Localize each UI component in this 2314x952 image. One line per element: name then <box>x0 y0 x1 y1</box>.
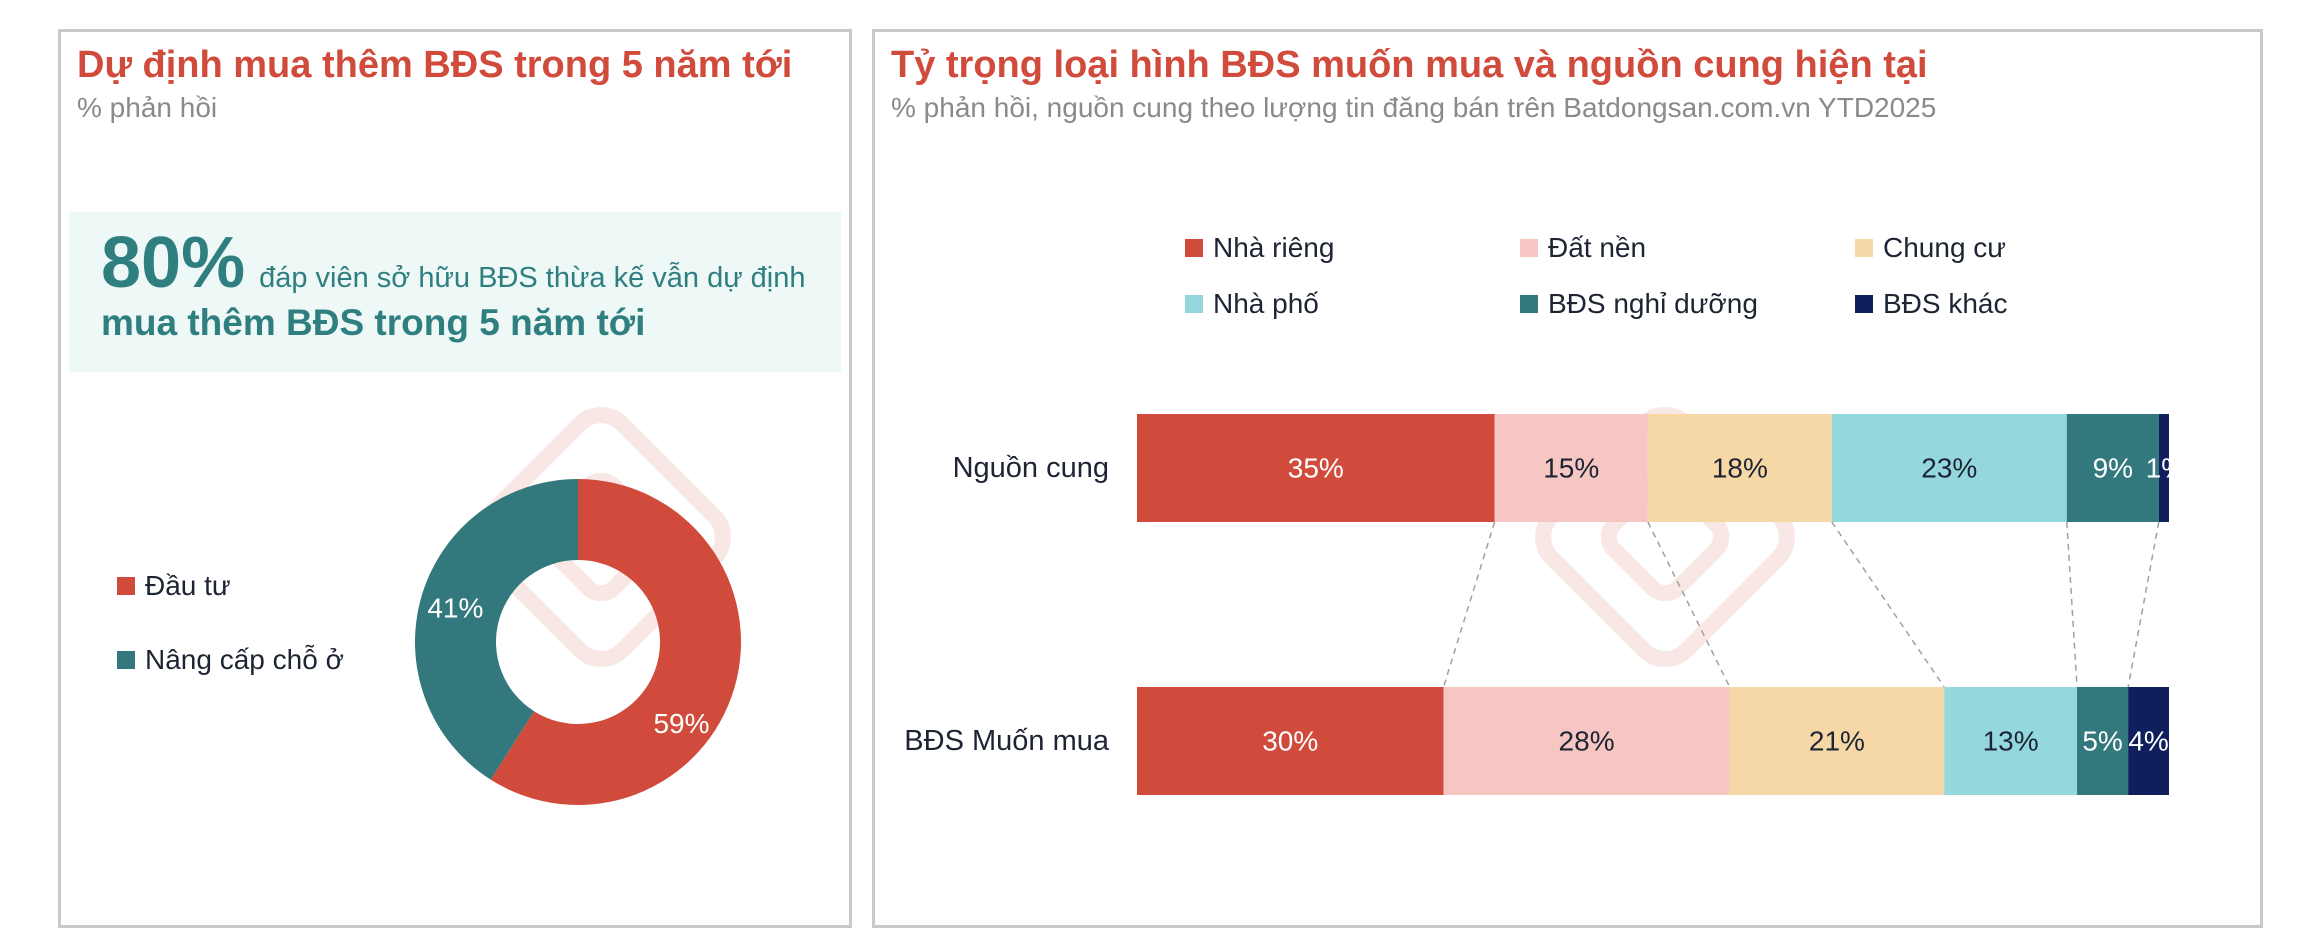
legend-item-chung-cu: Chung cư <box>1855 232 2006 264</box>
connector-line-bds-nghi-duong <box>2127 521 2160 688</box>
stacked-bar-panel: Tỷ trọng loại hình BĐS muốn mua và nguồn… <box>872 29 2263 928</box>
bar-segment-nguon-cung-nha-rieng <box>1137 414 1495 522</box>
chart-title-right: Tỷ trọng loại hình BĐS muốn mua và nguồn… <box>891 44 1928 86</box>
bar-segment-nguon-cung-dat-nen <box>1494 414 1648 522</box>
bar-label-nguon-cung-nha-pho: 23% <box>1921 453 1977 484</box>
legend-swatch <box>1855 295 1873 313</box>
legend-swatch <box>1855 239 1873 257</box>
stacked-bar-chart: Nguồn cung 35% 15% 18% 23% 9% 1% BĐS Muốn mua 30… <box>904 414 2186 795</box>
connector-line-nha-pho <box>2066 521 2078 688</box>
legend-item-nha-pho: Nhà phố <box>1185 288 1319 320</box>
callout-value: 80% <box>101 223 246 303</box>
legend-swatch <box>1185 295 1203 313</box>
legend-label: BĐS khác <box>1883 288 2008 319</box>
bar-segment-bds-muon-mua-chung-cu <box>1729 687 1945 795</box>
bar-label-bds-muon-mua-dat-nen: 28% <box>1559 726 1615 757</box>
chart-subtitle: % phản hồi <box>77 92 218 123</box>
legend-item-nang-cap-cho-o: Nâng cấp chỗ ở <box>117 644 344 676</box>
bar-label-nguon-cung-chung-cu: 18% <box>1712 453 1768 484</box>
legend-label: Đất nền <box>1548 232 1647 263</box>
bar-label-nguon-cung-nha-rieng: 35% <box>1288 453 1344 484</box>
legend-label: Nâng cấp chỗ ở <box>145 644 344 675</box>
legend-label: BĐS nghỉ dưỡng <box>1548 288 1758 319</box>
legend-item-bds-khac: BĐS khác <box>1855 288 2008 320</box>
legend-swatch <box>117 651 135 669</box>
bar-label-bds-muon-mua-nha-pho: 13% <box>1983 726 2039 757</box>
connector-line-nha-rieng <box>1442 521 1496 688</box>
connector-line-dat-nen <box>1647 521 1731 688</box>
category-label-bds-muon-mua: BĐS Muốn mua <box>904 725 1110 757</box>
legend-label: Đầu tư <box>145 570 231 601</box>
donut-label-dau-tu: 59% <box>653 708 709 739</box>
donut-slice-dau-tu <box>490 479 742 805</box>
bar-label-nguon-cung-bds-khac: 1% <box>2146 453 2186 484</box>
legend-label: Nhà phố <box>1213 288 1319 319</box>
legend-swatch <box>1520 295 1538 313</box>
bar-label-bds-muon-mua-bds-khac: 4% <box>2128 726 2168 757</box>
bar-label-bds-muon-mua-chung-cu: 21% <box>1809 726 1865 757</box>
chart-subtitle-right: % phản hồi, nguồn cung theo lượng tin đă… <box>891 92 1937 123</box>
bar-segment-nguon-cung-nha-pho <box>1831 414 2067 522</box>
donut-label-nang-cap-cho-o: 41% <box>427 592 483 623</box>
legend-item-bds-nghi-duong: BĐS nghỉ dưỡng <box>1520 288 1758 320</box>
legend-item-nha-rieng: Nhà riêng <box>1185 232 1334 264</box>
callout-box: 80% đáp viên sở hữu BĐS thừa kế vẫn dự đị… <box>69 212 841 372</box>
bar-label-bds-muon-mua-nha-rieng: 30% <box>1262 726 1318 757</box>
legend-label: Chung cư <box>1883 232 2007 263</box>
legend-item-dat-nen: Đất nền <box>1520 232 1646 264</box>
bar-segment-nguon-cung-chung-cu <box>1647 414 1832 522</box>
legend-label: Nhà riêng <box>1213 232 1335 263</box>
legend-item-dau-tu: Đầu tư <box>117 570 231 602</box>
bar-segment-bds-muon-mua-nha-pho <box>1944 687 2078 795</box>
chart-title: Dự định mua thêm BĐS trong 5 năm tới <box>77 44 793 86</box>
callout-text: đáp viên sở hữu BĐS thừa kế vẫn dự định <box>259 262 806 294</box>
bar-segment-bds-muon-mua-dat-nen <box>1443 687 1730 795</box>
bar-segment-bds-muon-mua-nha-rieng <box>1137 687 1444 795</box>
category-label-nguon-cung: Nguồn cung <box>953 452 1109 484</box>
callout-line2: mua thêm BĐS trong 5 năm tới <box>101 302 646 343</box>
donut-slice-nang-cap-cho-o <box>415 479 578 780</box>
bar-segment-nguon-cung-bds-khac <box>2158 414 2169 522</box>
donut-chart-panel: Dự định mua thêm BĐS trong 5 năm tới % p… <box>58 29 852 928</box>
legend-swatch <box>1185 239 1203 257</box>
bar-segment-nguon-cung-bds-nghi-duong <box>2066 414 2159 522</box>
connector-line-chung-cu <box>1831 521 1945 688</box>
donut-chart: 59% 41% <box>415 479 742 805</box>
bar-segment-bds-muon-mua-bds-nghi-duong <box>2077 687 2129 795</box>
legend-swatch <box>117 577 135 595</box>
bar-label-nguon-cung-bds-nghi-duong: 9% <box>2093 453 2133 484</box>
bar-label-nguon-cung-dat-nen: 15% <box>1543 453 1599 484</box>
legend-swatch <box>1520 239 1538 257</box>
bar-label-bds-muon-mua-bds-nghi-duong: 5% <box>2082 726 2122 757</box>
bar-segment-bds-muon-mua-bds-khac <box>2128 687 2169 795</box>
